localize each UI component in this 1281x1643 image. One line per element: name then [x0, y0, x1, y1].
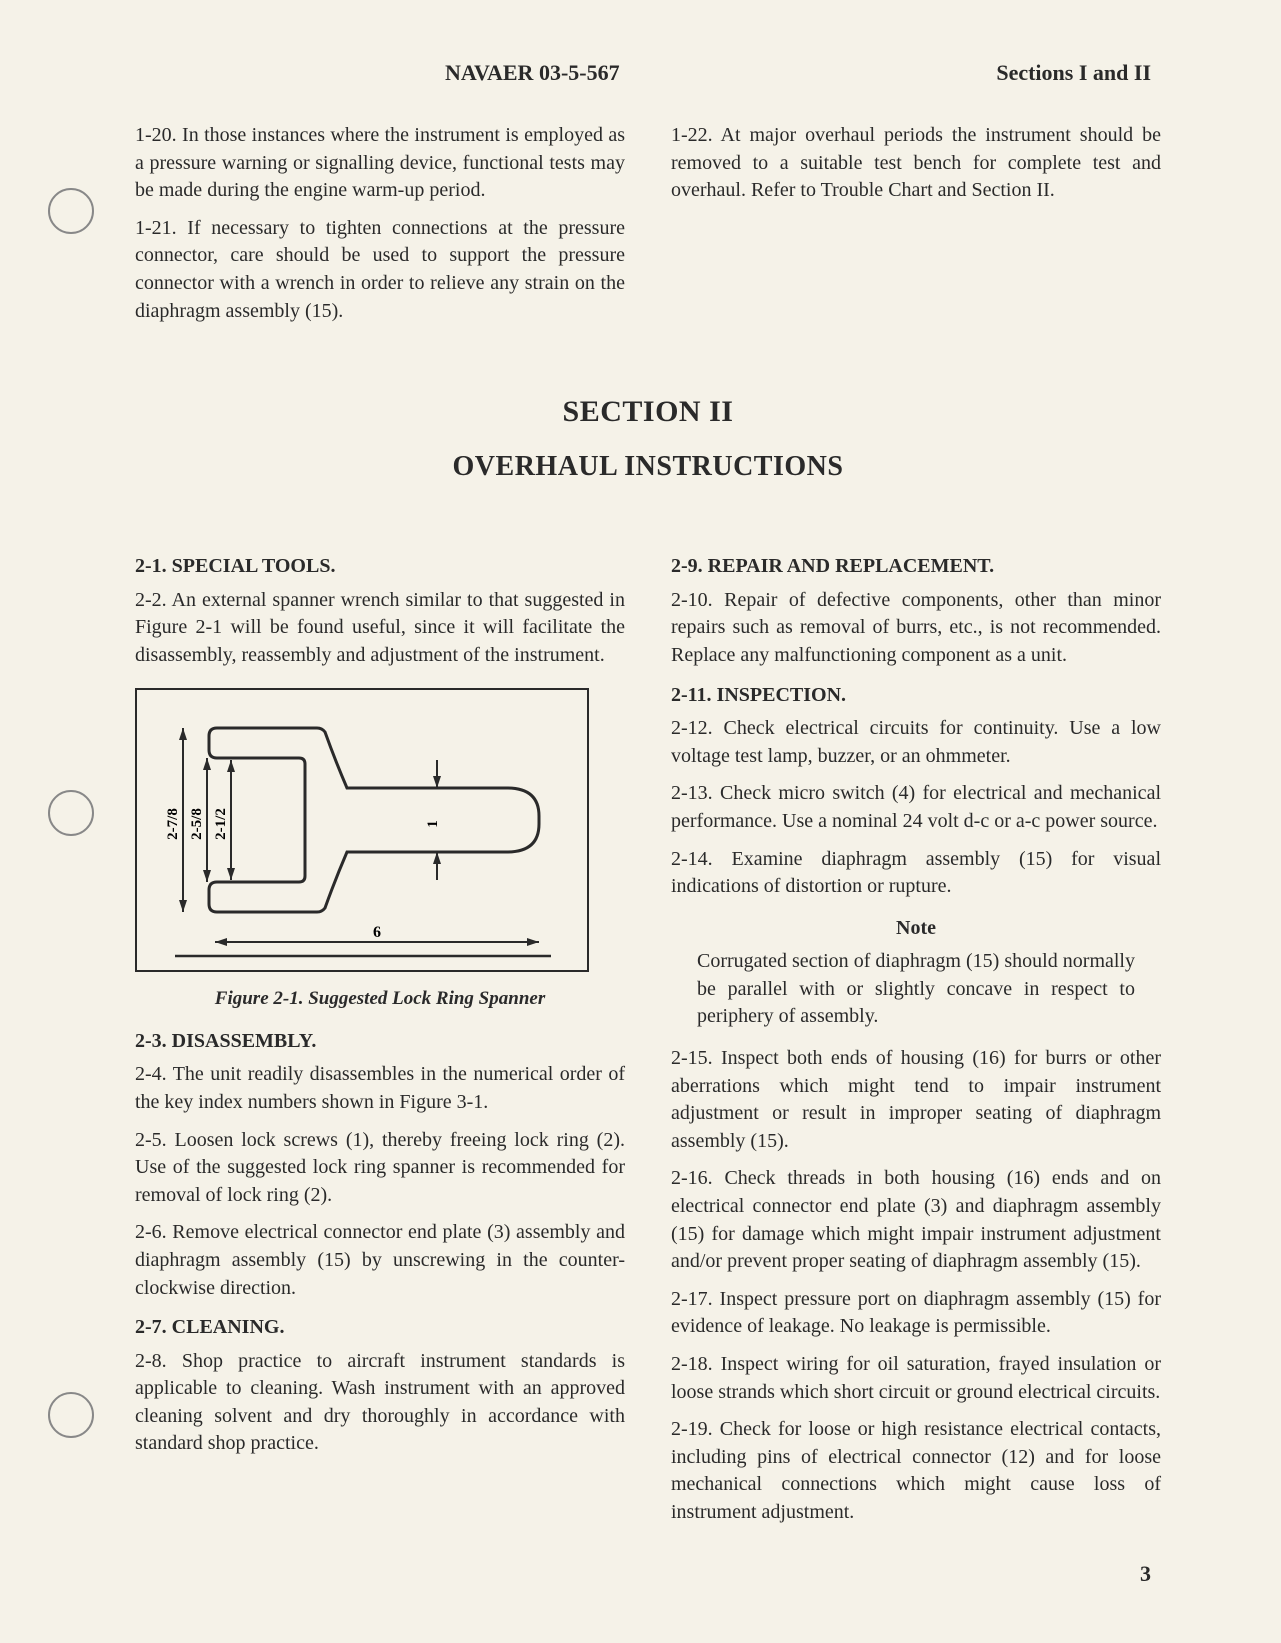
spanner-outline [209, 728, 539, 912]
heading-disassembly: 2-3. DISASSEMBLY. [135, 1028, 625, 1056]
para-1-21: 1-21. If necessary to tighten connection… [135, 215, 625, 325]
heading-special-tools: 2-1. SPECIAL TOOLS. [135, 553, 625, 581]
para-1-20: 1-20. In those instances where the instr… [135, 122, 625, 205]
para-2-10: 2-10. Repair of defective components, ot… [671, 587, 1161, 670]
doc-id: NAVAER 03-5-567 [445, 60, 620, 86]
para-2-12: 2-12. Check electrical circuits for cont… [671, 715, 1161, 770]
section-subtitle: OVERHAUL INSTRUCTIONS [135, 451, 1161, 483]
figure-caption: Figure 2-1. Suggested Lock Ring Spanner [135, 986, 625, 1012]
spanner-diagram: 2-7/8 2-5/8 2-1/2 1 6 [137, 690, 587, 970]
para-2-18: 2-18. Inspect wiring for oil saturation,… [671, 1351, 1161, 1406]
note-label: Note [671, 915, 1161, 943]
para-2-6: 2-6. Remove electrical connector end pla… [135, 1219, 625, 1302]
para-2-14: 2-14. Examine diaphragm assembly (15) fo… [671, 846, 1161, 901]
dim-1: 1 [425, 820, 441, 828]
binder-hole [48, 790, 94, 836]
section-title: SECTION II [135, 395, 1161, 429]
para-2-16: 2-16. Check threads in both housing (16)… [671, 1165, 1161, 1275]
page-header: NAVAER 03-5-567 Sections I and II [135, 60, 1161, 86]
top-columns: 1-20. In those instances where the instr… [135, 122, 1161, 325]
binder-hole [48, 1392, 94, 1438]
figure-block: 2-7/8 2-5/8 2-1/2 1 6 [135, 688, 625, 1012]
page: NAVAER 03-5-567 Sections I and II 1-20. … [0, 0, 1281, 1643]
heading-repair: 2-9. REPAIR AND REPLACEMENT. [671, 553, 1161, 581]
section-indicator: Sections I and II [996, 60, 1151, 86]
heading-cleaning: 2-7. CLEANING. [135, 1314, 625, 1342]
para-2-19: 2-19. Check for loose or high resistance… [671, 1416, 1161, 1526]
para-2-5: 2-5. Loosen lock screws (1), thereby fre… [135, 1127, 625, 1210]
para-2-4: 2-4. The unit readily disassembles in th… [135, 1061, 625, 1116]
note-block: Note Corrugated section of diaphragm (15… [671, 915, 1161, 1031]
dim-2-5-8: 2-5/8 [189, 808, 205, 840]
para-2-17: 2-17. Inspect pressure port on diaphragm… [671, 1286, 1161, 1341]
page-number: 3 [1140, 1561, 1151, 1587]
para-2-8: 2-8. Shop practice to aircraft instrumen… [135, 1348, 625, 1458]
dim-6: 6 [373, 924, 381, 941]
binder-hole [48, 188, 94, 234]
heading-inspection: 2-11. INSPECTION. [671, 682, 1161, 710]
note-body: Corrugated section of diaphragm (15) sho… [697, 948, 1135, 1031]
para-2-2: 2-2. An external spanner wrench similar … [135, 587, 625, 670]
body-columns: 2-1. SPECIAL TOOLS. 2-2. An external spa… [135, 553, 1161, 1536]
dim-2-7-8: 2-7/8 [165, 808, 181, 840]
para-1-22: 1-22. At major overhaul periods the inst… [671, 122, 1161, 205]
dim-2-1-2: 2-1/2 [213, 808, 229, 840]
para-2-13: 2-13. Check micro switch (4) for electri… [671, 780, 1161, 835]
figure-2-1: 2-7/8 2-5/8 2-1/2 1 6 [135, 688, 589, 972]
para-2-15: 2-15. Inspect both ends of housing (16) … [671, 1045, 1161, 1155]
